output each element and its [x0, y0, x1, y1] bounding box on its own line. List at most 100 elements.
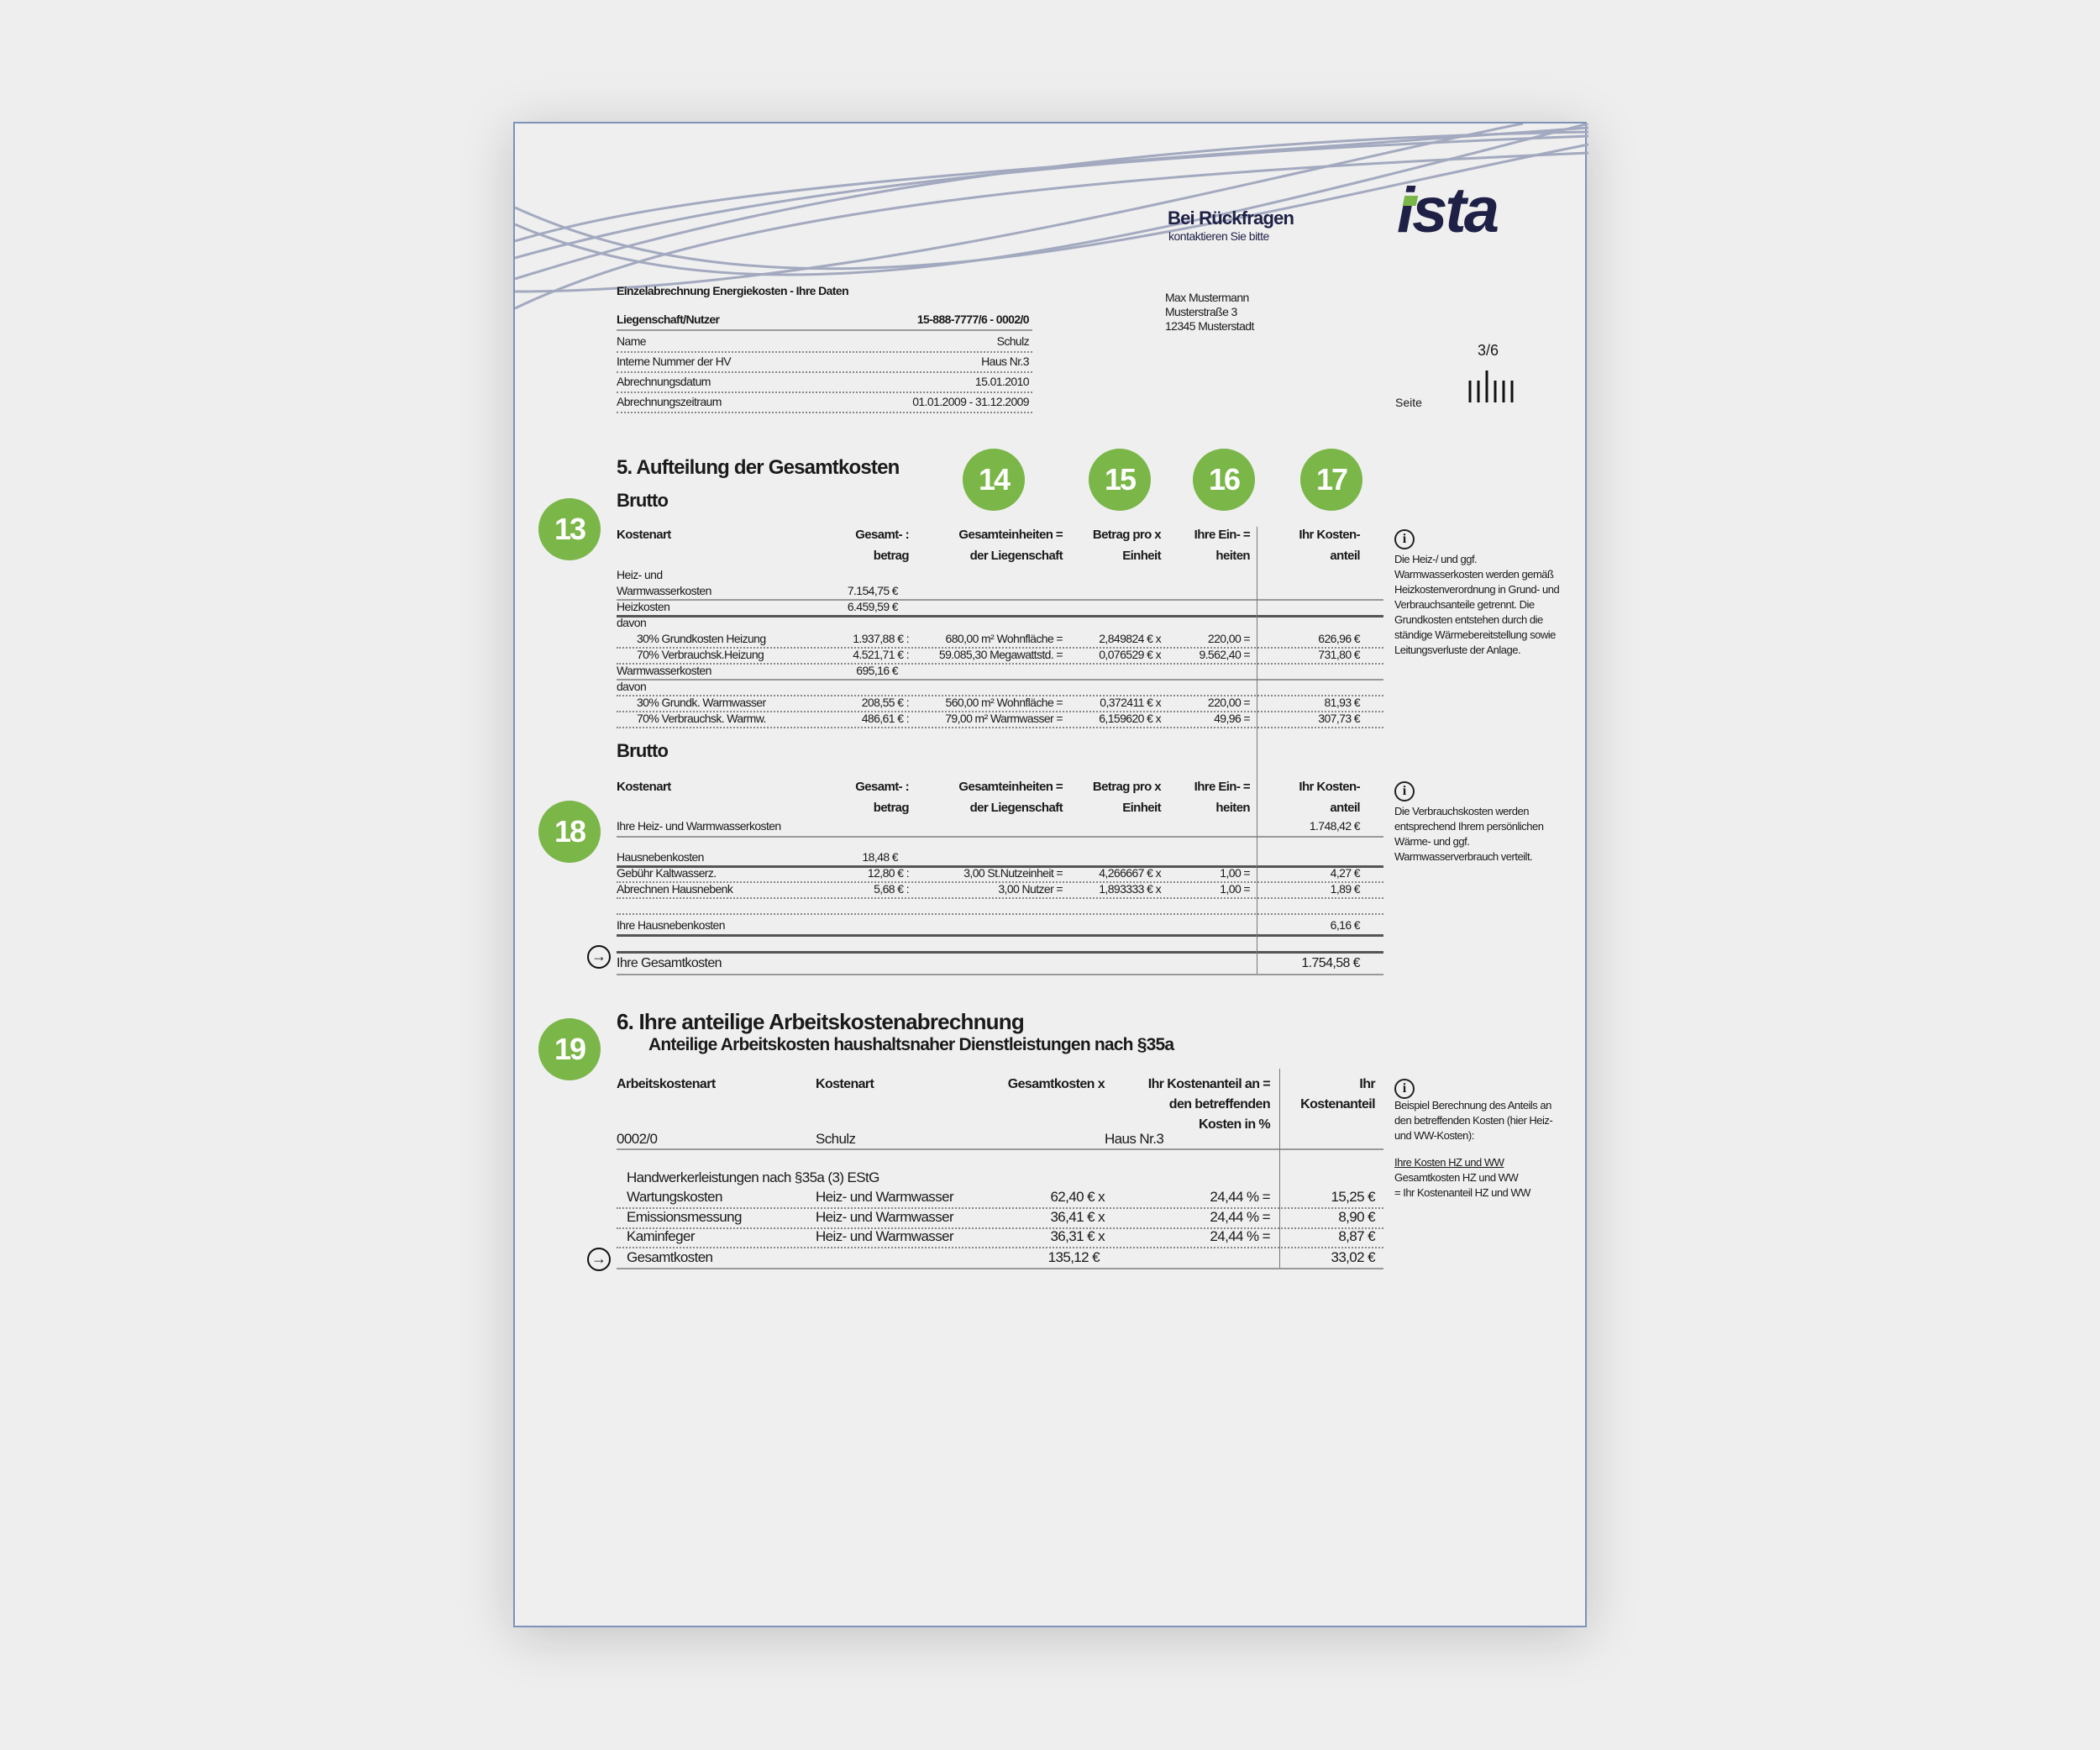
info-note: Beispiel Berechnung des Anteils an den b…: [1394, 1099, 1553, 1142]
divider: [617, 663, 1383, 665]
column-header: Ihr Kostenanteil an =: [1147, 1077, 1271, 1091]
address-line: Musterstraße 3: [1165, 305, 1237, 318]
divider: [617, 647, 1383, 649]
info-icon: i: [1394, 781, 1415, 801]
cost-value: 220,00 =: [1207, 632, 1251, 645]
column-header: Kosten in %: [1199, 1117, 1271, 1132]
cost-value: 12,80 € :: [867, 866, 910, 880]
step-marker-17: 17: [1300, 449, 1362, 511]
section5-title: 5. Aufteilung der Gesamtkosten: [617, 456, 900, 479]
divider: [617, 711, 1383, 712]
cost-type: Ihre Heiz- und Warmwasserkosten: [617, 819, 781, 833]
info-icon: i: [1394, 1079, 1415, 1099]
formula-line: Gesamtkosten HZ und WW: [1394, 1171, 1519, 1184]
column-header: Kostenart: [617, 780, 671, 794]
divider: [617, 897, 1383, 899]
divider: [617, 1227, 1383, 1229]
divider: [617, 351, 1032, 353]
cost-type: Heiz- und Warmwasser: [816, 1208, 954, 1225]
group-label: Handwerkerleistungen nach §35a (3) EStG: [627, 1169, 879, 1185]
cost-value: 1,89 €: [1330, 882, 1361, 896]
cost-value: 1,00 =: [1220, 866, 1250, 880]
cost-value: 81,93 €: [1324, 696, 1360, 709]
column-header: Arbeitskostenart: [617, 1077, 716, 1091]
info-label: Abrechnungszeitraum: [617, 395, 722, 408]
divider: [617, 951, 1383, 954]
info-note: Die Heiz-/ und ggf. Warmwasserkosten wer…: [1394, 553, 1560, 656]
column-header: anteil: [1330, 549, 1360, 563]
address-line: 12345 Musterstadt: [1165, 319, 1254, 333]
divider: [617, 1247, 1383, 1248]
cost-value: 62,40 € x: [1050, 1189, 1105, 1205]
column-header: Gesamt- :: [855, 528, 909, 542]
cost-value: 560,00 m² Wohnfläche =: [945, 696, 1063, 709]
cost-value: 1,893333 € x: [1099, 882, 1161, 896]
column-header: Kostenart: [617, 528, 671, 542]
section6-subtitle: Anteilige Arbeitskosten haushaltsnaher D…: [648, 1035, 1174, 1054]
cost-value: 0,076529 € x: [1099, 648, 1161, 661]
divider: [617, 371, 1032, 373]
info-label: Name: [617, 334, 647, 348]
cost-value: 79,00 m² Warmwasser =: [945, 712, 1063, 725]
column-header: Gesamteinheiten =: [958, 528, 1063, 542]
document-page: Bei Rückfragen kontaktieren Sie bitte is…: [513, 122, 1588, 1627]
info-value: 15.01.2010: [974, 375, 1030, 388]
column-header: Gesamteinheiten =: [958, 780, 1063, 794]
step-marker-13: 13: [538, 498, 601, 560]
cost-type: Gebühr Kaltwasserz.: [617, 866, 717, 880]
cost-value: 4.521,71 € :: [853, 648, 909, 661]
column-header: Kostenanteil: [1300, 1097, 1375, 1111]
id-value: 0002/0: [617, 1131, 658, 1147]
divider: [617, 695, 1383, 696]
step-marker-14: 14: [963, 449, 1025, 511]
column-header: der Liegenschaft: [969, 549, 1063, 563]
info-value: 01.01.2009 - 31.12.2009: [912, 395, 1029, 408]
cost-type: Heiz- und Warmwasser: [816, 1228, 954, 1244]
column-header: anteil: [1330, 801, 1360, 815]
cost-value: 680,00 m² Wohnfläche =: [945, 632, 1063, 645]
column-header: Einheit: [1122, 549, 1161, 563]
cost-type: Ihre Hausnebenkosten: [617, 918, 725, 932]
cost-type: 30% Grundk. Warmwasser: [637, 696, 766, 709]
arrow-right-icon: →: [587, 1248, 611, 1271]
cost-value: 24,44 % =: [1210, 1228, 1270, 1244]
column-divider: [1279, 1069, 1280, 1268]
column-header: betrag: [873, 549, 910, 563]
page-label: Seite: [1395, 396, 1422, 409]
cost-value: 695,16 €: [856, 664, 898, 677]
info-label: Interne Nummer der HV: [617, 355, 732, 368]
divider: [617, 392, 1032, 393]
cost-type: 30% Grundkosten Heizung: [637, 632, 766, 645]
cost-value: 2,849824 € x: [1099, 632, 1161, 645]
cost-value: 0,372411 € x: [1100, 696, 1161, 709]
address-line: Max Mustermann: [1165, 291, 1249, 304]
cost-value: 9.562,40 =: [1199, 648, 1250, 661]
cost-value: 626,96 €: [1318, 632, 1360, 645]
cost-type: Heiz- und Warmwasser: [816, 1189, 954, 1205]
column-header: Betrag pro x: [1092, 528, 1162, 542]
formula-line: Ihre Kosten HZ und WW: [1394, 1156, 1504, 1169]
step-marker-19: 19: [538, 1018, 601, 1080]
column-header: Kostenart: [816, 1077, 874, 1091]
divider: [617, 1207, 1383, 1209]
cost-type: davon: [617, 616, 647, 629]
column-header: Ihre Ein- =: [1194, 528, 1251, 542]
column-header: der Liegenschaft: [969, 801, 1063, 815]
cost-value: 220,00 =: [1207, 696, 1251, 709]
ista-logo: ista: [1397, 175, 1499, 246]
cost-type: Heiz- und: [617, 568, 663, 581]
column-header: Gesamt- :: [855, 780, 909, 794]
divider: [617, 881, 1383, 883]
cost-type: Warmwasserkosten: [617, 584, 711, 597]
column-header: betrag: [873, 801, 910, 815]
divider: [617, 412, 1032, 413]
cost-value: 5,68 € :: [874, 882, 910, 896]
cost-type: Abrechnen Hausnebenk: [617, 882, 733, 896]
contact-title: Bei Rückfragen: [1168, 208, 1294, 229]
cost-value: 36,31 € x: [1050, 1228, 1105, 1244]
cost-value: 3,00 St.Nutzeinheit =: [963, 866, 1063, 880]
cost-value: 6.459,59 €: [847, 600, 899, 613]
total-value: 33,02 €: [1331, 1249, 1375, 1265]
cost-value: 18,48 €: [862, 850, 898, 864]
cost-type: davon: [617, 680, 647, 693]
